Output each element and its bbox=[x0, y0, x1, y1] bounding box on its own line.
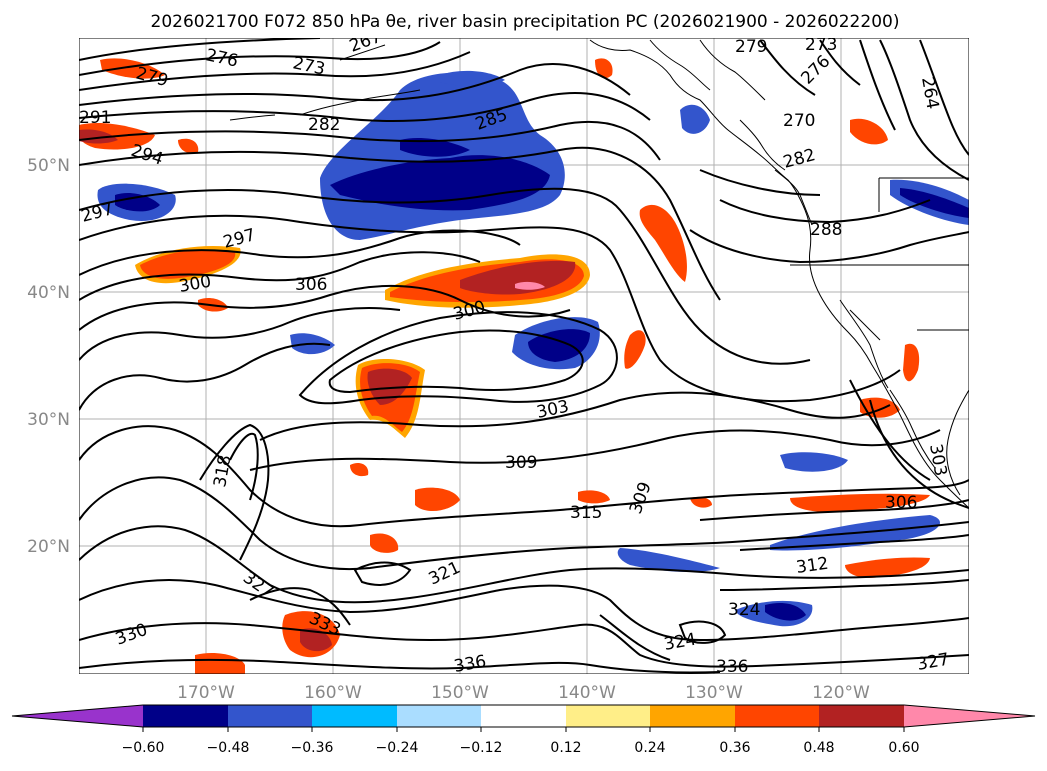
colorbar-segment bbox=[481, 705, 566, 727]
colorbar-tick-label: −0.24 bbox=[376, 740, 419, 756]
navy-core-north-pacific bbox=[330, 155, 550, 211]
lon-label: 130°W bbox=[685, 683, 743, 703]
colorbar-tick-label: −0.12 bbox=[460, 740, 503, 756]
colorbar-extend-low bbox=[12, 705, 143, 727]
contour-label: 327 bbox=[915, 650, 950, 675]
contour-label: 279 bbox=[735, 37, 767, 57]
figure-title: 2026021700 F072 850 hPa θe, river basin … bbox=[151, 12, 900, 32]
colorbar-segment bbox=[650, 705, 735, 727]
warm-band-far-east-1 bbox=[790, 493, 930, 512]
lat-label: 50°N bbox=[27, 156, 70, 176]
colorbar-segment bbox=[566, 705, 650, 727]
warm-region-northwest bbox=[100, 58, 165, 79]
colorbar-segment bbox=[735, 705, 819, 727]
navy-core-north-pacific-2 bbox=[400, 138, 470, 157]
lon-label: 160°W bbox=[304, 683, 362, 703]
blue-region-far-east-1 bbox=[780, 452, 848, 472]
contour-label: 336 bbox=[452, 652, 487, 677]
colorbar-extend-high bbox=[904, 705, 1035, 727]
contour-label: 282 bbox=[308, 115, 340, 135]
colorbar-segment bbox=[312, 705, 397, 727]
contour-label: 324 bbox=[728, 600, 760, 620]
colorbar-tick-label: 0.48 bbox=[803, 740, 834, 756]
colorbar-tick-label: 0.60 bbox=[888, 740, 919, 756]
contour-label: 291 bbox=[79, 108, 111, 128]
blue-region-south-east bbox=[617, 548, 720, 572]
contour-label: 336 bbox=[716, 657, 748, 677]
contour-label: 306 bbox=[295, 275, 327, 295]
colorbar: −0.60 −0.48 −0.36 −0.24 −0.12 0.12 0.24 … bbox=[11, 704, 1036, 756]
colorbar-segment bbox=[397, 705, 481, 727]
contour-label: 273 bbox=[805, 35, 837, 55]
north-american-coastline bbox=[229, 39, 969, 509]
colorbar-tick-label: 0.24 bbox=[634, 740, 665, 756]
warm-band-far-east-2 bbox=[845, 557, 930, 578]
theta-e-contours bbox=[79, 38, 969, 674]
lon-label: 140°W bbox=[558, 683, 616, 703]
contour-label: 309 bbox=[505, 453, 537, 473]
map-panel: 276 273 267 279 291 294 282 285 297 297 … bbox=[79, 35, 969, 677]
lat-label: 30°N bbox=[27, 410, 70, 430]
warm-band-east-front bbox=[639, 204, 687, 282]
colorbar-segment bbox=[228, 705, 312, 727]
lat-label: 20°N bbox=[27, 537, 70, 557]
contour-label: 270 bbox=[783, 111, 815, 131]
lon-label: 170°W bbox=[177, 683, 235, 703]
colorbar-ticks bbox=[142, 727, 905, 732]
colorbar-tick-label: 0.36 bbox=[719, 740, 750, 756]
colorbar-tick-label: −0.36 bbox=[291, 740, 334, 756]
colorbar-tick-label: −0.48 bbox=[207, 740, 250, 756]
lon-label: 120°W bbox=[812, 683, 870, 703]
warm-band-east-front-2 bbox=[624, 330, 646, 369]
lat-label: 40°N bbox=[27, 283, 70, 303]
colorbar-tick-label: 0.12 bbox=[550, 740, 581, 756]
contour-label: 315 bbox=[570, 503, 602, 523]
blue-region-alaska bbox=[680, 104, 710, 134]
contour-label: 306 bbox=[885, 493, 917, 513]
latitude-labels: 50°N 40°N 30°N 20°N bbox=[27, 156, 70, 557]
contour-label: 312 bbox=[795, 554, 830, 578]
colorbar-segment bbox=[143, 705, 228, 727]
longitude-labels: 170°W 160°W 150°W 140°W 130°W 120°W bbox=[177, 683, 870, 703]
lon-label: 150°W bbox=[431, 683, 489, 703]
colorbar-tick-label: −0.60 bbox=[122, 740, 165, 756]
colorbar-segment bbox=[819, 705, 904, 727]
contour-label: 288 bbox=[810, 220, 842, 240]
